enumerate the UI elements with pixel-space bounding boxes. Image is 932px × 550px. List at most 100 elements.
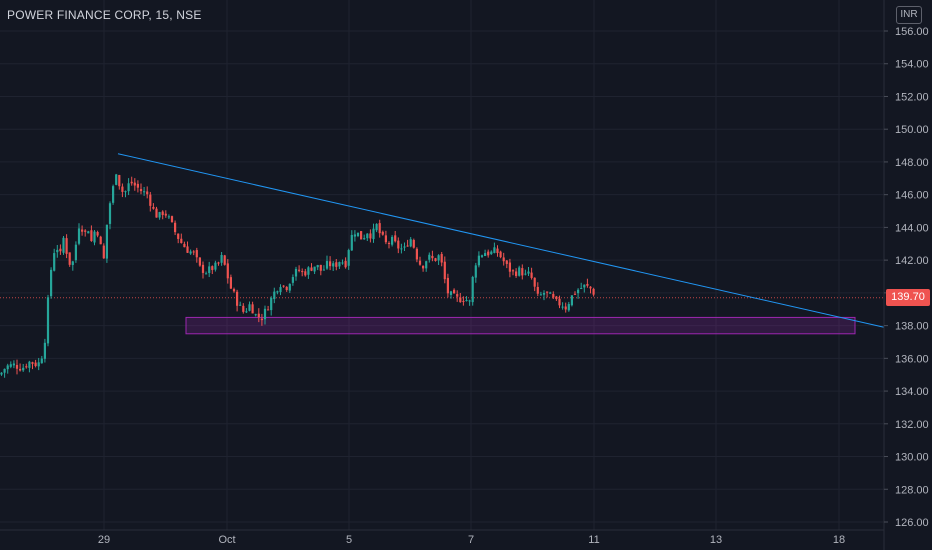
- candle-body: [418, 260, 422, 265]
- candle-body: [409, 239, 412, 247]
- candle-body: [589, 286, 592, 289]
- currency-button[interactable]: INR: [896, 6, 922, 24]
- candle-body: [6, 365, 9, 370]
- candle-body: [96, 232, 99, 236]
- y-tick-label: 138.00: [895, 321, 929, 333]
- candle-body: [65, 238, 68, 254]
- candle-body: [31, 362, 34, 364]
- candle-body: [15, 364, 19, 369]
- candle-body: [453, 289, 456, 294]
- candle-body: [19, 368, 22, 371]
- candle-body: [561, 306, 564, 308]
- candle-body: [177, 233, 180, 239]
- candle-body: [152, 206, 155, 209]
- candle-body: [155, 208, 158, 218]
- candle-body: [425, 261, 428, 269]
- candle-body: [90, 230, 93, 242]
- support-zone[interactable]: [185, 316, 856, 335]
- candle-body: [143, 191, 146, 193]
- candle-body: [260, 318, 263, 321]
- candle-body: [12, 363, 15, 366]
- candle-body: [313, 266, 316, 272]
- y-tick-label: 130.00: [895, 452, 929, 464]
- candle-body: [592, 288, 595, 295]
- candle-body: [298, 269, 301, 271]
- candle-body: [236, 291, 239, 306]
- candle-body: [322, 269, 325, 271]
- candle-body: [381, 231, 384, 235]
- candle-body: [406, 245, 409, 247]
- candle-body: [108, 203, 112, 224]
- candle-body: [350, 234, 353, 251]
- candle-body: [555, 296, 558, 300]
- candle-body: [68, 252, 71, 265]
- candle-body: [43, 342, 46, 359]
- candle-body: [363, 238, 366, 240]
- candle-body: [146, 191, 149, 195]
- candle-body: [474, 265, 477, 278]
- candle-body: [335, 262, 338, 267]
- candle-body: [428, 254, 431, 260]
- y-tick-label: 142.00: [895, 255, 929, 267]
- candle-body: [415, 248, 418, 260]
- trendline-line: [117, 153, 885, 328]
- candle-body: [87, 231, 90, 234]
- candle-body: [40, 358, 43, 364]
- candle-body: [456, 294, 459, 297]
- x-tick-label: 11: [588, 534, 599, 546]
- y-tick-label: 156.00: [895, 26, 929, 38]
- candle-body: [468, 300, 471, 302]
- candle-body: [139, 189, 143, 192]
- candle-body: [77, 228, 81, 244]
- candle-body: [443, 261, 446, 280]
- y-tick-label: 132.00: [895, 419, 929, 431]
- candle-body: [217, 262, 220, 264]
- candle-body: [403, 246, 406, 248]
- candle-body: [170, 216, 174, 222]
- candle-body: [198, 257, 201, 266]
- candle-body: [263, 308, 267, 320]
- candle-body: [0, 372, 3, 375]
- candle-body: [375, 223, 378, 231]
- candle-body: [164, 213, 167, 216]
- candle-body: [384, 235, 387, 243]
- candle-body: [360, 231, 363, 240]
- candle-body: [223, 255, 226, 265]
- candle-body: [211, 266, 214, 270]
- candle-body: [46, 297, 50, 344]
- candle-body: [285, 286, 288, 291]
- candle-body: [112, 186, 115, 203]
- candle-body: [121, 186, 124, 192]
- candle-body: [431, 255, 434, 259]
- candle-body: [279, 287, 282, 293]
- candle-body: [50, 269, 53, 297]
- candle-body: [329, 261, 332, 267]
- candle-body: [273, 291, 276, 300]
- candle-body: [459, 297, 462, 303]
- candle-body: [205, 273, 208, 275]
- candle-body: [158, 212, 161, 218]
- trendline[interactable]: [117, 153, 885, 328]
- candlesticks: [0, 173, 595, 378]
- candle-body: [332, 263, 335, 267]
- candle-body: [149, 194, 152, 206]
- x-tick-label: 13: [710, 534, 722, 546]
- candle-body: [56, 249, 59, 253]
- candle-body: [81, 229, 84, 232]
- candle-body: [9, 364, 12, 367]
- candle-body: [245, 311, 248, 313]
- candle-body: [232, 289, 236, 292]
- x-tick-label: Oct: [218, 534, 235, 546]
- candle-body: [102, 245, 105, 259]
- candle-body: [567, 304, 570, 311]
- candle-body: [294, 268, 298, 277]
- candle-body: [502, 257, 505, 262]
- y-tick-label: 128.00: [895, 484, 929, 496]
- candle-body: [462, 300, 465, 302]
- y-tick-label: 152.00: [895, 91, 929, 103]
- candle-body: [167, 216, 170, 218]
- candle-body: [28, 361, 31, 368]
- candle-body: [549, 292, 552, 294]
- candle-body: [490, 251, 493, 255]
